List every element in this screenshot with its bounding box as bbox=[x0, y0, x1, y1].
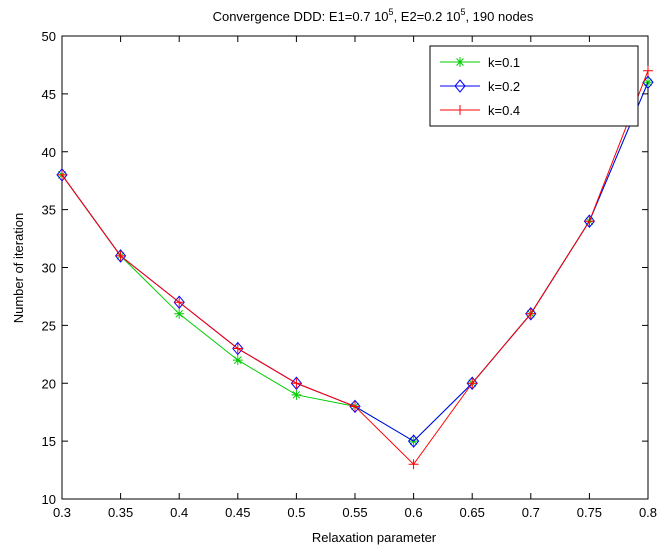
plus-marker bbox=[408, 459, 419, 470]
plus-marker bbox=[174, 297, 185, 308]
chart-title-superscript-1: 5 bbox=[389, 7, 394, 17]
x-tick-label: 0.45 bbox=[225, 505, 250, 520]
diamond-marker bbox=[454, 79, 466, 93]
chart-title-suffix: , 190 nodes bbox=[465, 9, 533, 24]
plot-area: 0.3 0.35 0.4 0.45 0.5 0.55 0.6 0.65 0.7 0.75 0.8 10… bbox=[42, 29, 658, 520]
legend-entry: k=0.1 bbox=[440, 55, 520, 70]
plus-marker bbox=[584, 216, 595, 227]
legend-label: k=0.4 bbox=[488, 103, 520, 118]
x-tick-label: 0.6 bbox=[405, 505, 423, 520]
diamond-marker bbox=[407, 434, 420, 448]
x-tick-label: 0.55 bbox=[342, 505, 367, 520]
legend-label: k=0.2 bbox=[488, 79, 520, 94]
asterisk-marker bbox=[174, 308, 185, 319]
y-tick-label: 40 bbox=[42, 145, 56, 160]
legend-entry: k=0.2 bbox=[440, 79, 520, 94]
chart-title: Convergence DDD: E1=0.7 105, E2=0.2 105,… bbox=[213, 7, 534, 24]
plus-marker bbox=[291, 378, 302, 389]
y-tick-label: 30 bbox=[42, 261, 56, 276]
diamond-marker bbox=[114, 249, 127, 263]
series-k-0-4 bbox=[57, 65, 653, 470]
x-tick-label: 0.75 bbox=[577, 505, 602, 520]
diamond-marker bbox=[466, 376, 478, 391]
plus-marker bbox=[525, 308, 536, 319]
diamond-marker bbox=[349, 399, 361, 414]
y-tick-label: 50 bbox=[42, 29, 56, 44]
x-tick-label: 0.5 bbox=[287, 505, 305, 520]
asterisk-marker bbox=[291, 389, 302, 400]
x-tick-label: 0.8 bbox=[639, 505, 657, 520]
y-tick-label: 45 bbox=[42, 87, 56, 102]
diamond-marker bbox=[56, 168, 68, 182]
plus-marker bbox=[455, 105, 465, 115]
plus-marker bbox=[350, 401, 360, 412]
chart-title-superscript-2: 5 bbox=[460, 7, 465, 17]
plus-marker bbox=[57, 169, 67, 180]
y-tick-label: 10 bbox=[42, 492, 56, 507]
plus-marker bbox=[232, 343, 243, 354]
diamond-marker bbox=[583, 214, 596, 228]
asterisk-marker bbox=[232, 355, 243, 366]
legend-label: k=0.1 bbox=[488, 55, 520, 70]
y-tick-label: 20 bbox=[42, 376, 56, 391]
y-tick-label: 25 bbox=[42, 318, 56, 333]
x-tick-label: 0.7 bbox=[522, 505, 540, 520]
y-tick-label: 15 bbox=[42, 434, 56, 449]
chart-title-prefix: Convergence DDD: E1=0.7 10 bbox=[213, 9, 389, 24]
x-tick-label: 0.35 bbox=[108, 505, 133, 520]
x-tick-label: 0.4 bbox=[170, 505, 188, 520]
chart-title-middle: , E2=0.2 10 bbox=[394, 9, 461, 24]
y-tick-label: 35 bbox=[42, 203, 56, 218]
legend: k=0.1 k=0.2 k=0.4 bbox=[429, 45, 639, 127]
legend-entry: k=0.4 bbox=[440, 103, 520, 118]
plus-marker bbox=[467, 378, 478, 389]
x-tick-label: 0.3 bbox=[53, 505, 71, 520]
plus-marker bbox=[115, 250, 126, 261]
y-axis-label: Number of iteration bbox=[11, 213, 26, 324]
asterisk-marker bbox=[455, 57, 465, 67]
x-tick-label: 0.65 bbox=[460, 505, 485, 520]
x-axis-label: Relaxation parameter bbox=[312, 530, 437, 545]
plus-marker bbox=[643, 65, 653, 76]
diamond-marker bbox=[525, 307, 537, 321]
